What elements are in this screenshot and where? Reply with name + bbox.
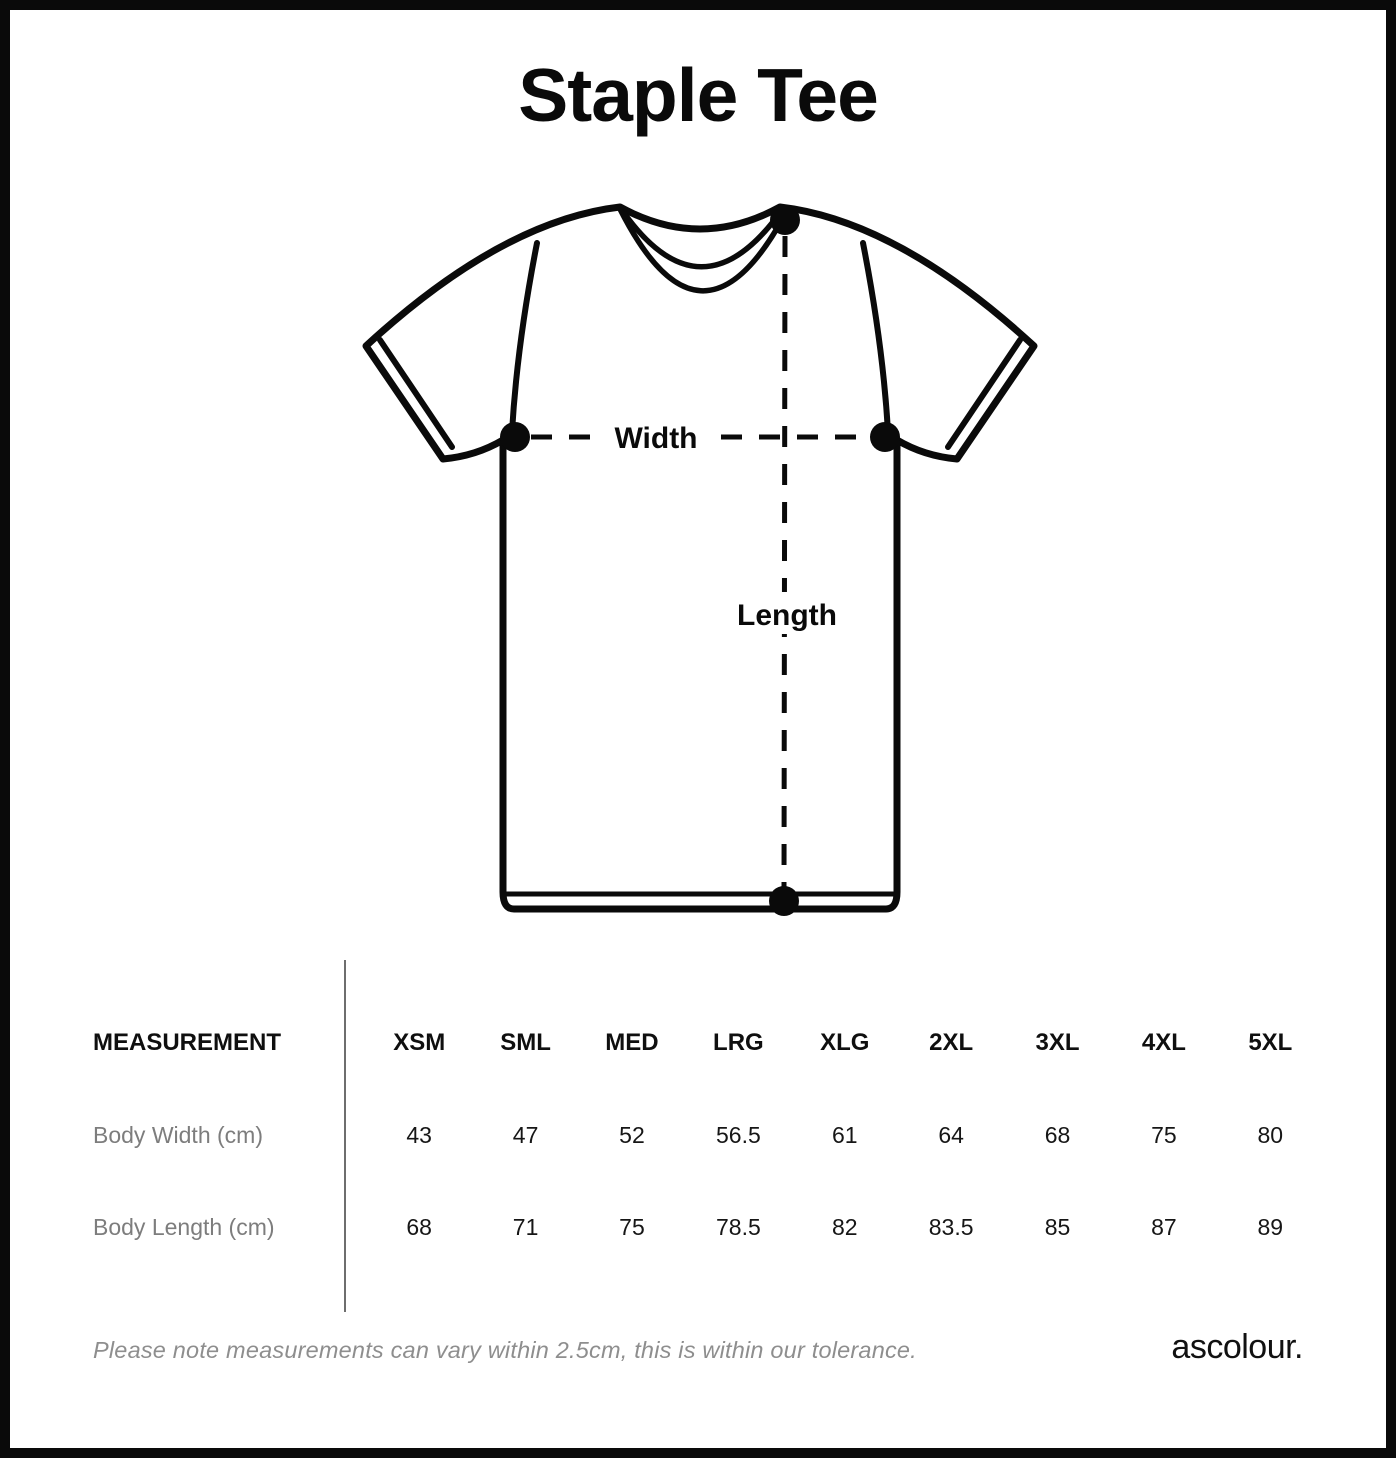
length-label-backdrop [729, 592, 845, 634]
page-title: Staple Tee [518, 53, 879, 137]
size-cell: 68 [1044, 1121, 1071, 1148]
size-cell: 75 [619, 1213, 645, 1240]
size-cell: 83.5 [928, 1213, 974, 1240]
size-cell: 47 [512, 1121, 539, 1148]
right-armpit-dot [870, 422, 900, 452]
size-cell: 64 [938, 1121, 964, 1148]
size-cell: 52 [619, 1121, 645, 1148]
size-cell: 61 [831, 1121, 858, 1148]
size-col-header-med: MED [605, 1029, 659, 1056]
footer: Please note measurements can vary within… [93, 1328, 1303, 1367]
size-table: MEASUREMENT XSM SML MED LRG XLG 2XL 3XL … [93, 997, 1324, 1273]
size-col-header-sml: SML [500, 1029, 551, 1056]
right-armhole-seam [860, 240, 891, 435]
measurement-col-header: MEASUREMENT [93, 1029, 282, 1056]
size-cell: 85 [1044, 1213, 1071, 1240]
size-cell: 68 [406, 1213, 432, 1240]
table-divider [344, 960, 346, 1312]
tshirt-diagram: Width Length [362, 203, 1038, 916]
size-col-header-xsm: XSM [393, 1029, 446, 1056]
tolerance-note: Please note measurements can vary within… [93, 1337, 917, 1363]
size-col-header-4xl: 4XL [1141, 1029, 1186, 1056]
width-label: Width [614, 422, 697, 455]
size-cell: 82 [831, 1213, 858, 1240]
row-label-body-width: Body Width (cm) [93, 1121, 263, 1148]
size-col-header-lrg: LRG [713, 1029, 764, 1056]
right-cuff-line [945, 337, 1023, 450]
left-armpit-dot [500, 422, 530, 452]
collar-inner-curve [621, 210, 782, 270]
brand-logo: ascolour. [1171, 1328, 1303, 1366]
length-label: Length [737, 599, 837, 632]
size-col-header-5xl: 5XL [1248, 1029, 1293, 1056]
hem-dot [769, 886, 799, 916]
row-label-body-length: Body Length (cm) [93, 1213, 275, 1240]
size-cell: 80 [1257, 1121, 1284, 1148]
length-dashed-line [781, 235, 788, 888]
size-cell: 43 [406, 1121, 432, 1148]
left-armhole-seam [509, 240, 540, 435]
size-col-header-xlg: XLG [820, 1029, 870, 1056]
size-col-header-2xl: 2XL [929, 1029, 974, 1056]
width-label-backdrop [601, 419, 711, 456]
tshirt-outline [362, 203, 1038, 913]
shoulder-point-dot [770, 205, 800, 235]
size-col-header-3xl: 3XL [1035, 1029, 1080, 1056]
collar-outer-curve [617, 206, 786, 294]
size-cell: 78.5 [715, 1213, 761, 1240]
size-cell: 56.5 [715, 1121, 761, 1148]
size-cell: 71 [512, 1213, 539, 1240]
size-cell: 75 [1151, 1121, 1177, 1148]
size-cell: 87 [1151, 1213, 1177, 1240]
left-cuff-line [377, 337, 455, 450]
size-cell: 89 [1257, 1213, 1284, 1240]
